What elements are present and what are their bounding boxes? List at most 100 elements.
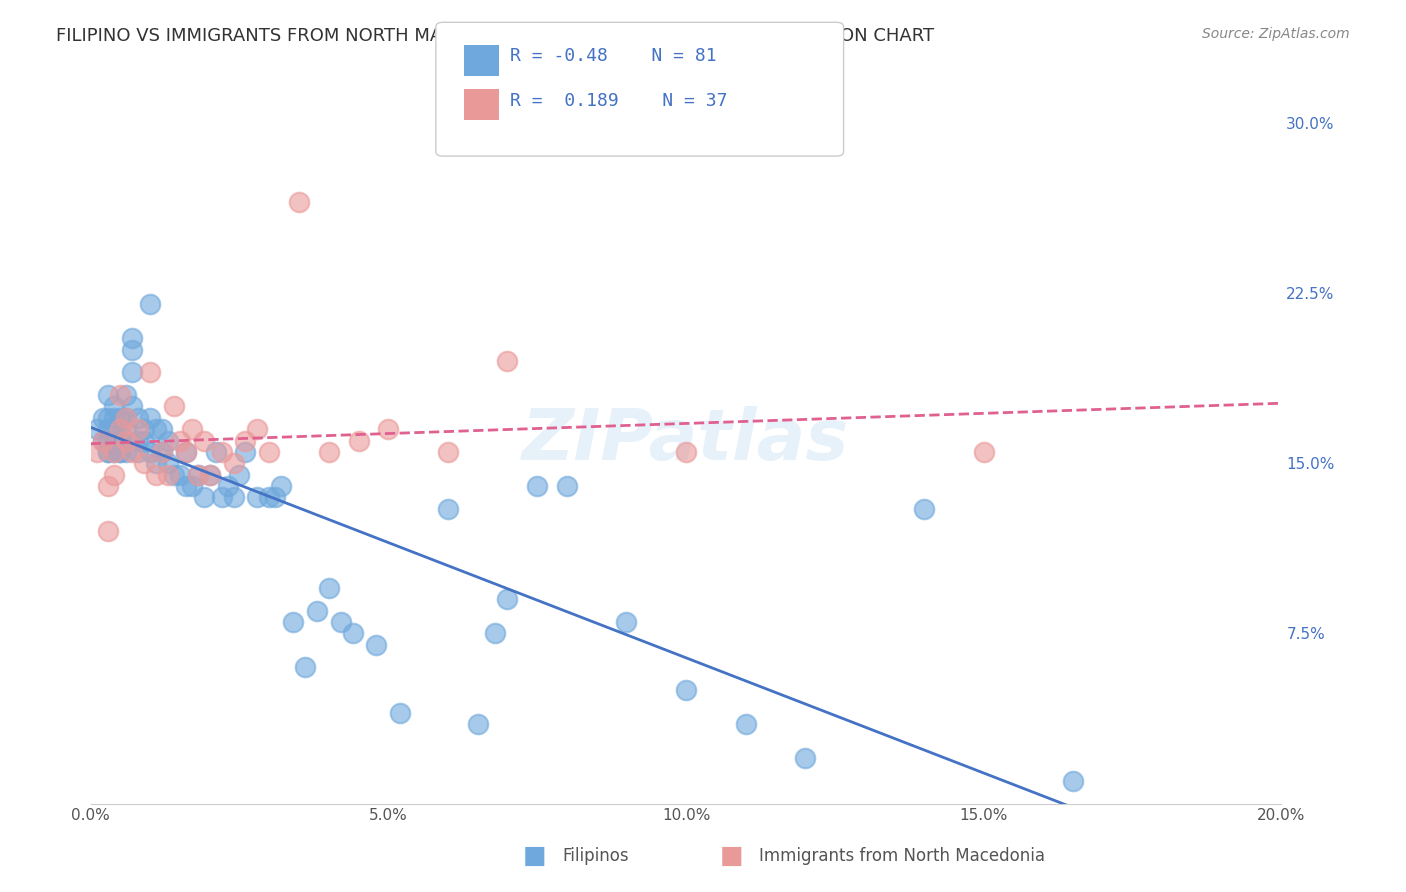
Immigrants from North Macedonia — [103, 445, 125, 459]
Filipinos — [366, 638, 388, 652]
Filipinos — [342, 626, 364, 640]
Immigrants from North Macedonia — [103, 467, 125, 482]
Filipinos — [150, 422, 173, 436]
Text: ZIPatlas: ZIPatlas — [522, 406, 849, 475]
Filipinos — [526, 479, 548, 493]
Filipinos — [115, 422, 138, 436]
Filipinos — [127, 445, 149, 459]
Filipinos — [103, 445, 125, 459]
Filipinos — [437, 501, 460, 516]
Filipinos — [318, 581, 340, 595]
Filipinos — [110, 422, 132, 436]
Filipinos — [912, 501, 935, 516]
Filipinos — [794, 751, 817, 765]
Filipinos — [174, 479, 197, 493]
Filipinos — [217, 479, 239, 493]
Immigrants from North Macedonia — [127, 422, 149, 436]
Filipinos — [103, 434, 125, 448]
Text: ■: ■ — [523, 845, 546, 868]
Filipinos — [675, 683, 697, 698]
Filipinos — [616, 615, 638, 629]
Immigrants from North Macedonia — [169, 434, 191, 448]
Filipinos — [204, 445, 226, 459]
Filipinos — [91, 410, 114, 425]
Filipinos — [110, 445, 132, 459]
Filipinos — [1062, 773, 1084, 788]
Filipinos — [103, 410, 125, 425]
Immigrants from North Macedonia — [150, 445, 173, 459]
Immigrants from North Macedonia — [134, 456, 156, 470]
Filipinos — [139, 297, 162, 311]
Filipinos — [127, 410, 149, 425]
Filipinos — [235, 445, 257, 459]
Immigrants from North Macedonia — [110, 388, 132, 402]
Filipinos — [156, 456, 179, 470]
Filipinos — [86, 422, 108, 436]
Filipinos — [145, 456, 167, 470]
Filipinos — [121, 331, 143, 345]
Filipinos — [264, 490, 287, 504]
Filipinos — [115, 445, 138, 459]
Immigrants from North Macedonia — [377, 422, 399, 436]
Filipinos — [222, 490, 245, 504]
Immigrants from North Macedonia — [97, 479, 120, 493]
Immigrants from North Macedonia — [193, 434, 215, 448]
Immigrants from North Macedonia — [288, 195, 311, 210]
Immigrants from North Macedonia — [246, 422, 269, 436]
Filipinos — [734, 717, 756, 731]
Immigrants from North Macedonia — [163, 400, 186, 414]
Filipinos — [134, 434, 156, 448]
Immigrants from North Macedonia — [180, 422, 202, 436]
Immigrants from North Macedonia — [675, 445, 697, 459]
Filipinos — [115, 410, 138, 425]
Immigrants from North Macedonia — [156, 467, 179, 482]
Filipinos — [555, 479, 578, 493]
Filipinos — [115, 388, 138, 402]
Text: Source: ZipAtlas.com: Source: ZipAtlas.com — [1202, 27, 1350, 41]
Filipinos — [294, 660, 316, 674]
Filipinos — [211, 490, 233, 504]
Filipinos — [270, 479, 292, 493]
Filipinos — [198, 467, 221, 482]
Immigrants from North Macedonia — [121, 445, 143, 459]
Filipinos — [281, 615, 304, 629]
Immigrants from North Macedonia — [318, 445, 340, 459]
Filipinos — [496, 592, 519, 607]
Filipinos — [389, 706, 412, 720]
Immigrants from North Macedonia — [973, 445, 995, 459]
Filipinos — [228, 467, 250, 482]
Immigrants from North Macedonia — [86, 445, 108, 459]
Immigrants from North Macedonia — [91, 434, 114, 448]
Text: FILIPINO VS IMMIGRANTS FROM NORTH MACEDONIA COGNITIVE DISABILITY CORRELATION CHA: FILIPINO VS IMMIGRANTS FROM NORTH MACEDO… — [56, 27, 935, 45]
Filipinos — [103, 422, 125, 436]
Filipinos — [467, 717, 489, 731]
Immigrants from North Macedonia — [187, 467, 209, 482]
Filipinos — [97, 388, 120, 402]
Immigrants from North Macedonia — [235, 434, 257, 448]
Immigrants from North Macedonia — [110, 422, 132, 436]
Immigrants from North Macedonia — [139, 366, 162, 380]
Filipinos — [97, 410, 120, 425]
Filipinos — [121, 343, 143, 357]
Filipinos — [97, 445, 120, 459]
Immigrants from North Macedonia — [347, 434, 370, 448]
Text: ■: ■ — [720, 845, 742, 868]
Filipinos — [193, 490, 215, 504]
Filipinos — [110, 434, 132, 448]
Immigrants from North Macedonia — [174, 445, 197, 459]
Filipinos — [121, 400, 143, 414]
Filipinos — [134, 422, 156, 436]
Immigrants from North Macedonia — [115, 410, 138, 425]
Text: R = -0.48    N = 81: R = -0.48 N = 81 — [510, 47, 717, 65]
Filipinos — [180, 479, 202, 493]
Filipinos — [257, 490, 280, 504]
Immigrants from North Macedonia — [437, 445, 460, 459]
Immigrants from North Macedonia — [198, 467, 221, 482]
Immigrants from North Macedonia — [222, 456, 245, 470]
Text: Immigrants from North Macedonia: Immigrants from North Macedonia — [759, 847, 1045, 865]
Filipinos — [103, 434, 125, 448]
Immigrants from North Macedonia — [115, 434, 138, 448]
Filipinos — [97, 434, 120, 448]
Filipinos — [121, 366, 143, 380]
Filipinos — [246, 490, 269, 504]
